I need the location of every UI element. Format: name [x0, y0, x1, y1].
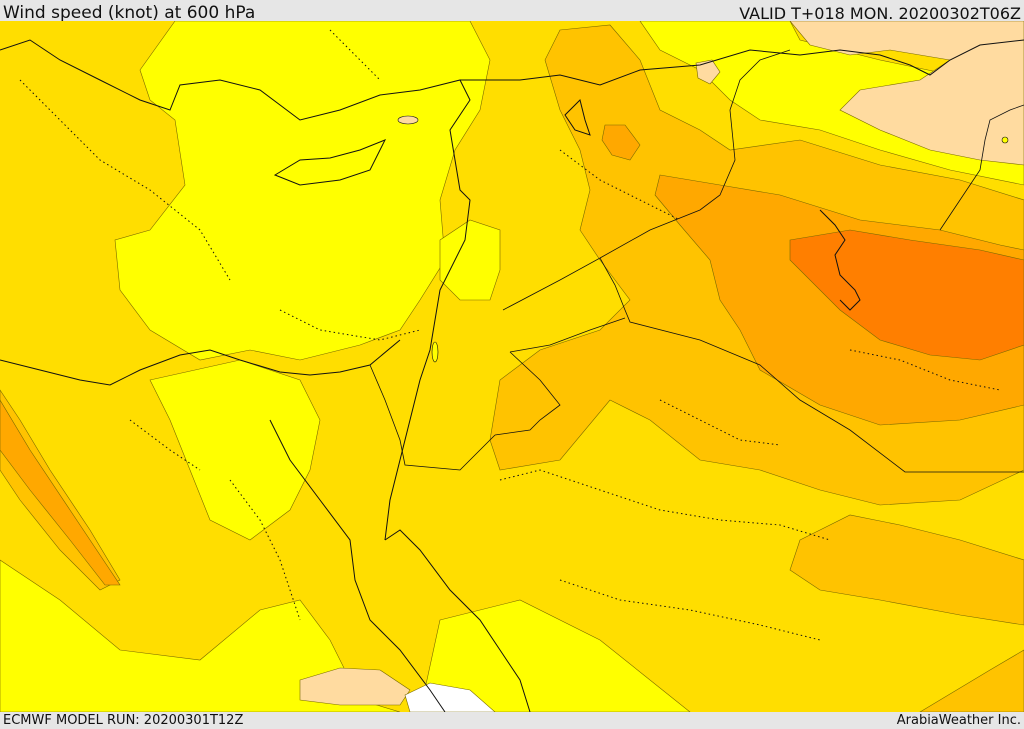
model-run-label: ECMWF MODEL RUN: 20200301T12Z	[3, 713, 244, 728]
valid-time: VALID T+018 MON. 20200302T06Z	[739, 4, 1021, 23]
header-bar: Wind speed (knot) at 600 hPa VALID T+018…	[0, 0, 1024, 23]
water-bodies	[397, 115, 1009, 363]
band-6-small	[695, 59, 721, 85]
band-3-southeast	[789, 514, 1024, 626]
wind-speed-map[interactable]	[0, 21, 1024, 712]
coastlines	[0, 39, 1024, 712]
band-low-mediterranean	[114, 21, 491, 361]
band-low-southwest	[0, 559, 401, 712]
country-borders	[369, 49, 1024, 473]
band-4-strip-west	[0, 399, 121, 586]
credit-label: ArabiaWeather Inc.	[896, 713, 1021, 728]
map-title: Wind speed (knot) at 600 hPa	[3, 3, 256, 23]
band-4-jordan-pocket	[601, 124, 641, 161]
band-6-south	[299, 667, 411, 706]
footer-bar: ECMWF MODEL RUN: 20200301T12Z ArabiaWeat…	[0, 712, 1024, 729]
regional-boundaries	[19, 29, 1001, 641]
map-panel[interactable]	[0, 21, 1024, 712]
band-low-sinai	[149, 359, 321, 541]
band-5-core	[789, 229, 1024, 361]
band-6-northeast	[789, 21, 1024, 166]
band-low-south	[419, 599, 691, 712]
band-3-corner	[919, 649, 1024, 712]
